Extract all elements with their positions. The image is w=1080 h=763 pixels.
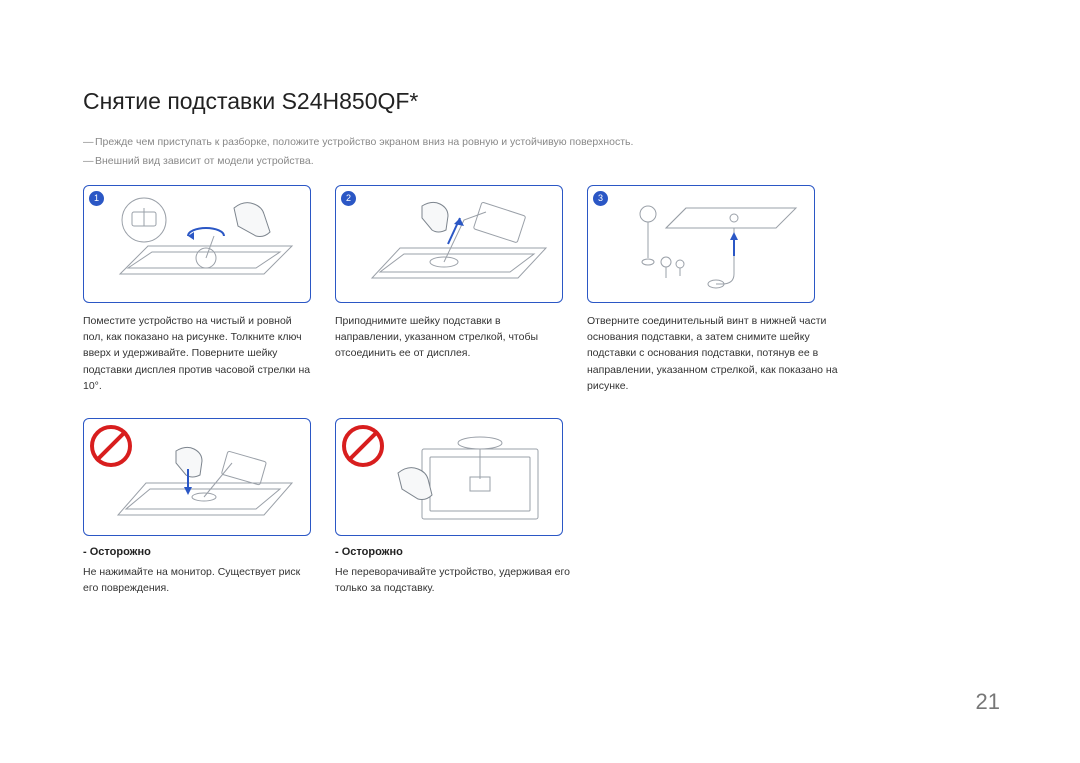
- step-1-illustration: [84, 186, 311, 303]
- step-2-illustration: [336, 186, 563, 303]
- step-3-figure: 3: [587, 185, 815, 303]
- step-1-figure: 1: [83, 185, 311, 303]
- caution-1-illustration: [84, 419, 311, 536]
- step-2-figure: 2: [335, 185, 563, 303]
- caution-text: Не переворачивайте устройство, удерживая…: [335, 564, 600, 597]
- step-cell-3: 3: [587, 185, 852, 394]
- caution-2-figure: [335, 418, 563, 536]
- caution-2-illustration: [336, 419, 563, 536]
- caution-row: - Осторожно Не нажимайте на монитор. Сущ…: [83, 418, 1000, 597]
- step-caption: Отверните соединительный винт в нижней ч…: [587, 313, 852, 394]
- note-line: Внешний вид зависит от модели устройства…: [83, 152, 1000, 171]
- caution-title: - Осторожно: [335, 546, 600, 558]
- caution-cell-1: - Осторожно Не нажимайте на монитор. Сущ…: [83, 418, 311, 597]
- step-caption: Приподнимите шейку подставки в направлен…: [335, 313, 563, 362]
- caution-title: - Осторожно: [83, 546, 311, 558]
- step-cell-1: 1: [83, 185, 311, 394]
- step-caption: Поместите устройство на чистый и ровной …: [83, 313, 311, 394]
- caution-text: Не нажимайте на монитор. Существует риск…: [83, 564, 311, 597]
- note-line: Прежде чем приступать к разборке, положи…: [83, 133, 1000, 152]
- page-number: 21: [976, 689, 1000, 715]
- step-cell-2: 2 Приподнимите шейку подс: [335, 185, 563, 394]
- page-title: Снятие подставки S24H850QF*: [83, 88, 1000, 115]
- step-3-illustration: [588, 186, 815, 303]
- notes-block: Прежде чем приступать к разборке, положи…: [83, 133, 1000, 171]
- caution-cell-2: - Осторожно Не переворачивайте устройств…: [335, 418, 600, 597]
- caution-1-figure: [83, 418, 311, 536]
- steps-row: 1: [83, 185, 1000, 394]
